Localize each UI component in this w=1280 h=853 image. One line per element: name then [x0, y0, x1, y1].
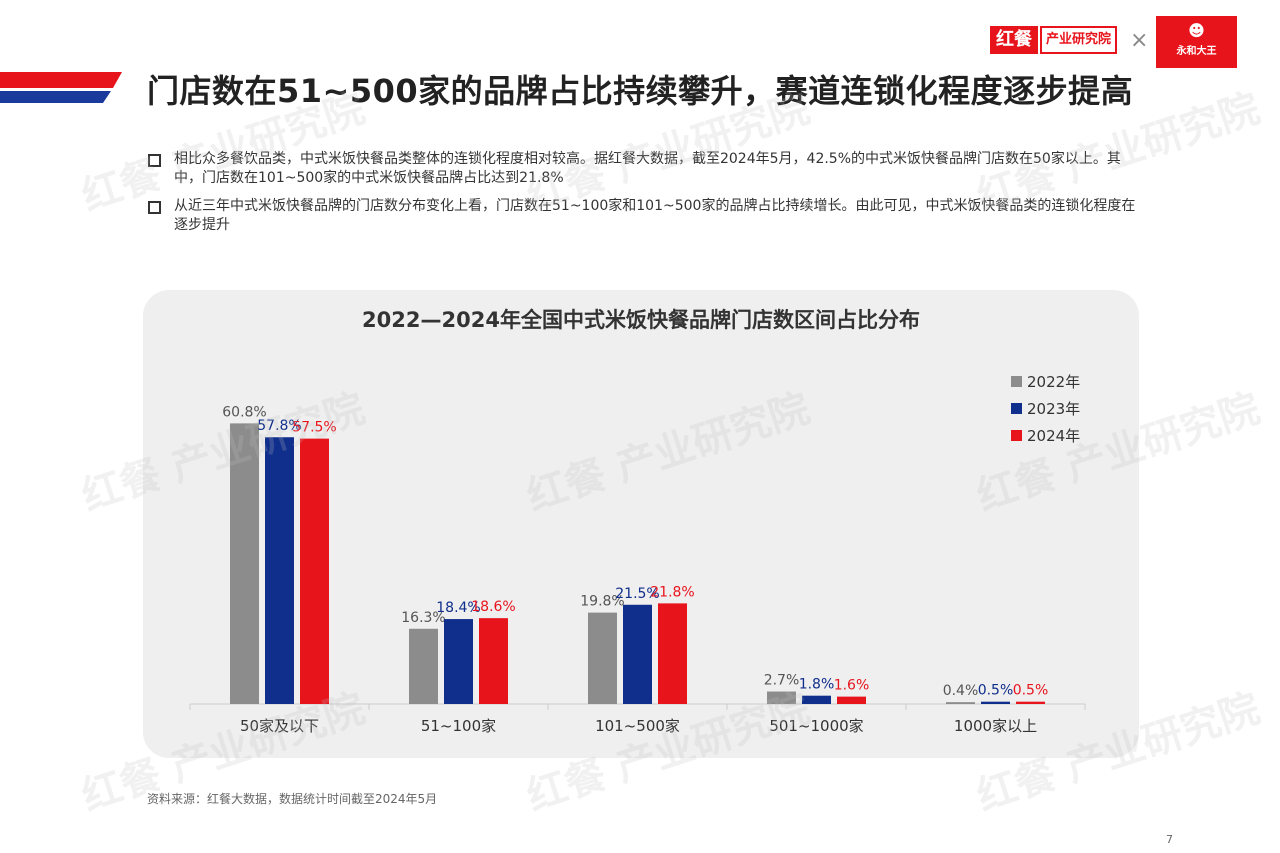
- bar: [265, 437, 294, 704]
- data-label: 18.6%: [471, 599, 515, 615]
- data-label: 0.4%: [943, 683, 979, 699]
- legend-swatch: [1011, 376, 1022, 387]
- bar: [981, 701, 1010, 704]
- data-label: 2.7%: [764, 673, 800, 689]
- data-label: 57.5%: [292, 420, 336, 436]
- bar: [658, 603, 687, 704]
- bullet-item: 从近三年中式米饭快餐品牌的门店数分布变化上看，门店数在51~100家和101~5…: [148, 197, 1148, 235]
- x-tick-label: 101~500家: [595, 717, 680, 735]
- bar: [409, 628, 438, 704]
- data-label: 16.3%: [401, 610, 445, 626]
- bar: [1016, 701, 1045, 704]
- data-label: 1.6%: [834, 678, 870, 694]
- x-tick-label: 1000家以上: [954, 717, 1037, 735]
- data-label: 57.8%: [257, 418, 301, 434]
- legend-label: 2024年: [1027, 427, 1080, 445]
- bullet-square-icon: [148, 154, 161, 167]
- legend-swatch: [1011, 430, 1022, 441]
- bar: [444, 619, 473, 704]
- hongcan-logo: 红餐 产业研究院: [990, 26, 1118, 54]
- bar: [946, 702, 975, 704]
- bar: [230, 423, 259, 704]
- bar: [767, 691, 796, 704]
- bullet-item: 相比众多餐饮品类，中式米饭快餐品类整体的连锁化程度相对较高。据红餐大数据，截至2…: [148, 150, 1148, 188]
- brand-institute-box: 产业研究院: [1040, 26, 1118, 54]
- x-tick-label: 50家及以下: [240, 717, 319, 735]
- title-accent-stripe: [0, 72, 122, 103]
- bullet-text: 从近三年中式米饭快餐品牌的门店数分布变化上看，门店数在51~100家和101~5…: [174, 198, 1136, 233]
- chart-title: 2022—2024年全国中式米饭快餐品牌门店数区间占比分布: [362, 308, 920, 332]
- legend-label: 2022年: [1027, 373, 1080, 391]
- data-label: 19.8%: [580, 594, 624, 610]
- data-label: 0.5%: [978, 683, 1014, 699]
- legend-label: 2023年: [1027, 400, 1080, 418]
- bullet-square-icon: [148, 201, 161, 214]
- bar: [802, 695, 831, 704]
- data-label: 60.8%: [222, 404, 266, 420]
- mascot-icon: ☻: [1188, 21, 1205, 40]
- data-label: 0.5%: [1013, 683, 1049, 699]
- brand-red-box: 红餐: [990, 26, 1038, 54]
- data-label: 1.8%: [799, 677, 835, 693]
- bar: [300, 438, 329, 704]
- bar: [588, 612, 617, 704]
- yonghe-logo: ☻ 永和大王: [1156, 16, 1237, 68]
- data-label: 21.8%: [650, 584, 694, 600]
- logo-separator: ×: [1130, 28, 1149, 53]
- x-tick-label: 501~1000家: [769, 717, 863, 735]
- legend-swatch: [1011, 403, 1022, 414]
- page-title: 门店数在51~500家的品牌占比持续攀升，赛道连锁化程度逐步提高: [147, 72, 1134, 110]
- bullet-text: 相比众多餐饮品类，中式米饭快餐品类整体的连锁化程度相对较高。据红餐大数据，截至2…: [174, 151, 1121, 186]
- bullet-list: 相比众多餐饮品类，中式米饭快餐品类整体的连锁化程度相对较高。据红餐大数据，截至2…: [148, 150, 1148, 244]
- bar: [837, 696, 866, 704]
- bar: [479, 618, 508, 704]
- bar: [623, 604, 652, 704]
- page-number: 7: [1166, 833, 1173, 846]
- data-label: 21.5%: [615, 586, 659, 602]
- x-tick-label: 51~100家: [421, 717, 496, 735]
- partner-logo-text: 永和大王: [1176, 46, 1217, 57]
- data-label: 18.4%: [436, 600, 480, 616]
- source-note: 资料来源：红餐大数据，数据统计时间截至2024年5月: [147, 792, 438, 806]
